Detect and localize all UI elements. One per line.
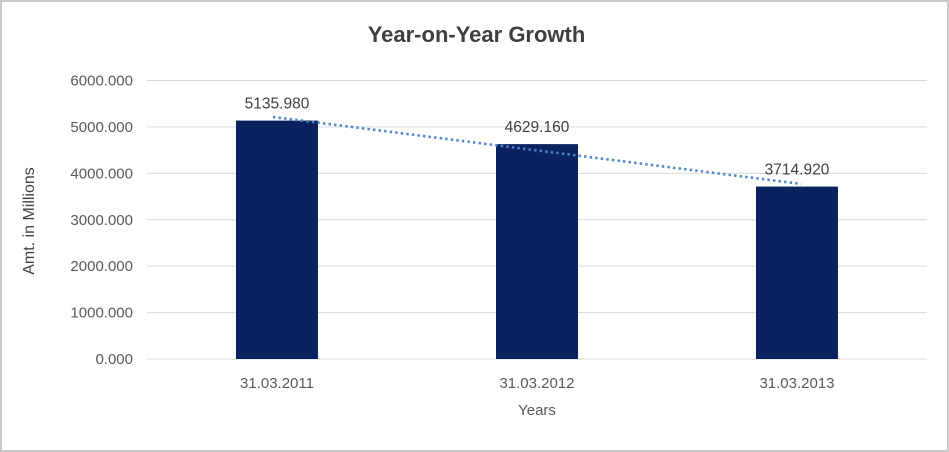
data-label: 3714.920: [765, 162, 830, 179]
y-tick-label: 3000.000: [70, 212, 133, 229]
chart-title: Year-on-Year Growth: [367, 22, 586, 47]
bar: [236, 120, 318, 360]
bar: [756, 186, 838, 359]
y-tick-label: 1000.000: [70, 305, 133, 322]
bar: [496, 144, 578, 359]
y-tick-label: 5000.000: [70, 119, 133, 136]
x-tick-label: 31.03.2013: [759, 375, 834, 392]
data-label: 4629.160: [505, 119, 570, 136]
x-axis-title: Years: [518, 402, 556, 419]
x-tick-label: 31.03.2011: [240, 375, 314, 392]
data-label: 5135.980: [245, 96, 310, 113]
trendline-dotted: [272, 115, 802, 186]
y-tick-label: 2000.000: [70, 258, 133, 275]
x-tick-label: 31.03.2012: [499, 375, 574, 392]
y-tick-label: 4000.000: [70, 165, 133, 182]
y-tick-label: 0.000: [95, 351, 133, 368]
y-tick-label: 6000.000: [70, 73, 133, 90]
